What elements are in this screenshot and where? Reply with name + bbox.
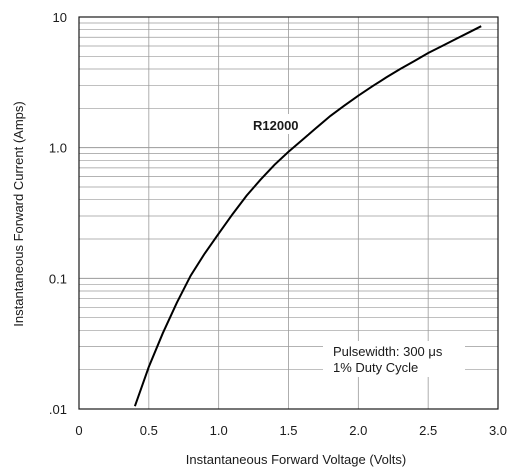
x-tick-label: 1.5 bbox=[279, 423, 297, 438]
y-tick-label: .01 bbox=[49, 402, 67, 417]
y-tick-label: 0.1 bbox=[49, 271, 67, 286]
x-tick-label: 0 bbox=[75, 423, 82, 438]
x-tick-label: 2.0 bbox=[349, 423, 367, 438]
series-label-bg bbox=[246, 114, 308, 134]
plot-frame bbox=[78, 16, 499, 410]
series-label: R12000 bbox=[253, 118, 299, 133]
x-tick-label: 0.5 bbox=[140, 423, 158, 438]
annotation-pulsewidth: Pulsewidth: 300 μs bbox=[333, 344, 443, 359]
x-tick-label: 3.0 bbox=[489, 423, 507, 438]
x-axis-ticks: 0 0.5 1.0 1.5 2.0 2.5 3.0 bbox=[75, 423, 507, 438]
x-axis-title: Instantaneous Forward Voltage (Volts) bbox=[186, 452, 406, 467]
y-tick-label: 1.0 bbox=[49, 141, 67, 156]
y-tick-label: 10 bbox=[53, 10, 67, 25]
y-axis-title: Instantaneous Forward Current (Amps) bbox=[11, 101, 26, 326]
y-axis-ticks: .01 0.1 1.0 10 bbox=[49, 10, 67, 417]
x-tick-label: 2.5 bbox=[419, 423, 437, 438]
x-tick-label: 1.0 bbox=[210, 423, 228, 438]
series-line-r12000 bbox=[133, 25, 482, 407]
annotation-duty-cycle: 1% Duty Cycle bbox=[333, 360, 418, 375]
annotation-bg bbox=[323, 341, 465, 377]
